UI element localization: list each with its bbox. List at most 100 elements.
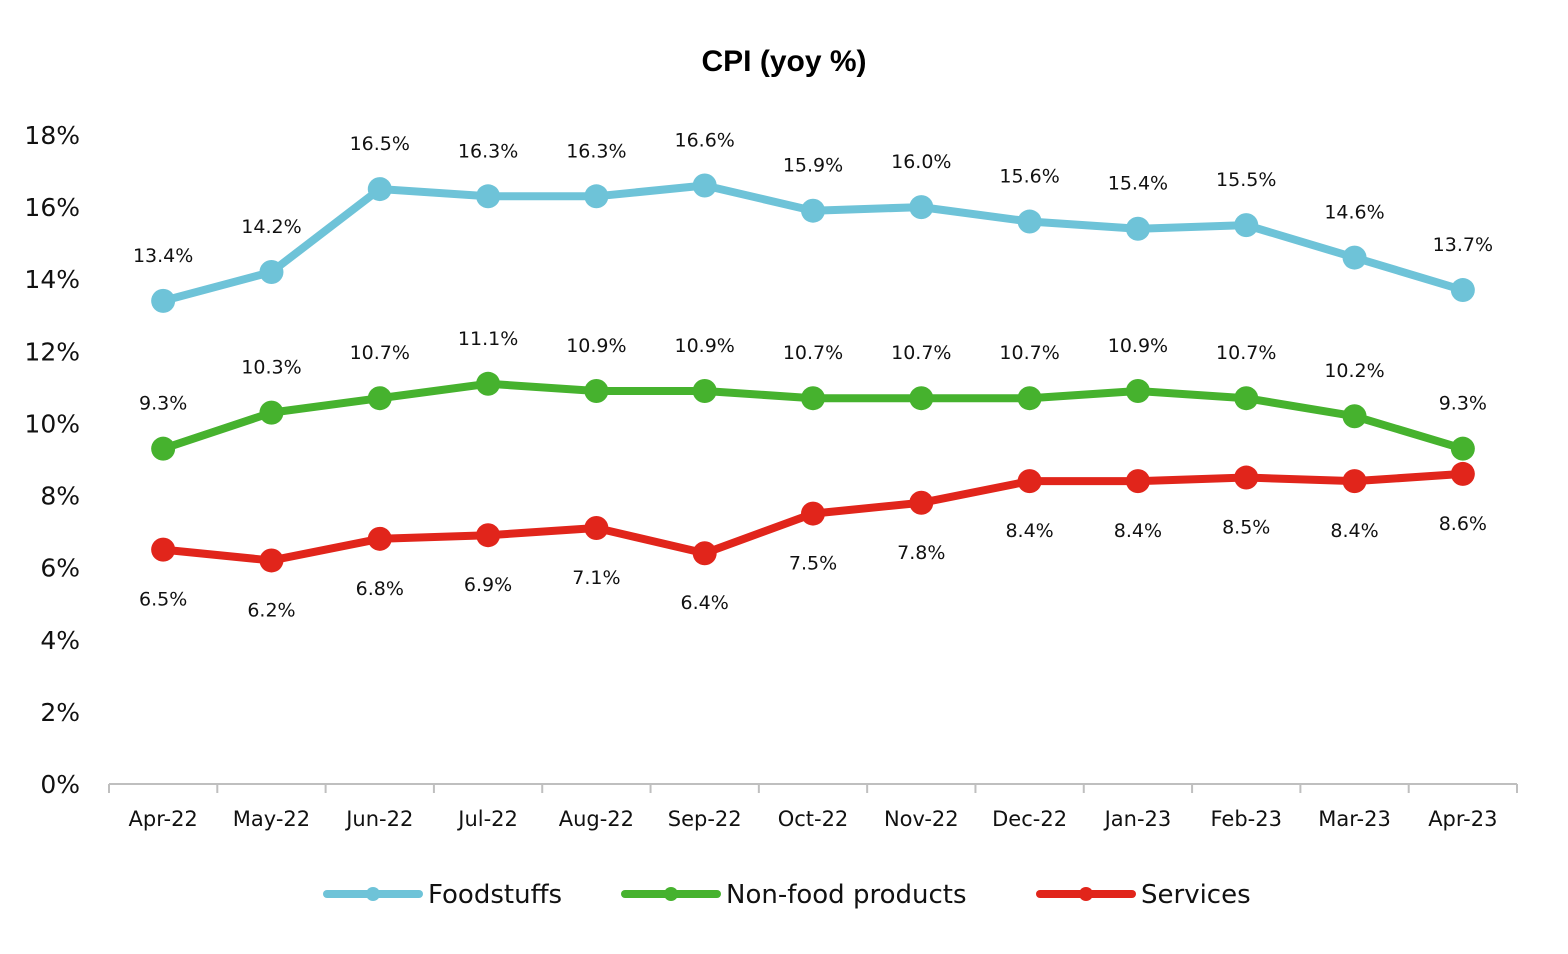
foodstuffs-point bbox=[476, 184, 501, 209]
non-food-products-data-label: 10.3% bbox=[241, 357, 301, 379]
data-label-layer: 13.4% 14.2% 16.5% 16.3% 16.3% 16.6% 15.9% 16.0%… bbox=[133, 129, 1493, 621]
non-food-products-point bbox=[909, 386, 934, 411]
foodstuffs-data-label: 15.5% bbox=[1216, 169, 1276, 191]
x-tick-label: Feb-23 bbox=[1210, 807, 1281, 831]
non-food-products-data-label: 10.9% bbox=[1108, 335, 1168, 357]
foodstuffs-data-label: 14.6% bbox=[1324, 202, 1384, 224]
non-food-products-data-label: 9.3% bbox=[139, 393, 187, 415]
foodstuffs-point bbox=[909, 195, 934, 220]
services-point bbox=[1017, 469, 1042, 494]
legend-label: Services bbox=[1141, 880, 1251, 910]
foodstuffs-data-label: 13.4% bbox=[133, 245, 193, 267]
foodstuffs-point bbox=[1017, 209, 1042, 234]
non-food-products-point bbox=[584, 378, 609, 403]
y-tick-label: 0% bbox=[40, 770, 80, 799]
non-food-products-data-label: 10.7% bbox=[999, 342, 1059, 364]
x-tick-label: May-22 bbox=[233, 807, 310, 831]
legend-label: Non-food products bbox=[726, 880, 967, 910]
foodstuffs-data-label: 16.5% bbox=[350, 133, 410, 155]
services-point bbox=[1450, 461, 1475, 486]
services-data-label: 6.4% bbox=[681, 592, 729, 614]
services-data-label: 8.4% bbox=[1005, 520, 1053, 542]
foodstuffs-data-label: 16.0% bbox=[891, 151, 951, 173]
services-data-label: 8.4% bbox=[1114, 520, 1162, 542]
y-tick-label: 6% bbox=[40, 554, 80, 583]
foodstuffs-data-label: 16.3% bbox=[566, 140, 626, 162]
foodstuffs-point bbox=[1125, 216, 1150, 241]
legend-swatch-marker bbox=[664, 887, 678, 901]
y-tick-label: 2% bbox=[40, 698, 80, 727]
y-tick-label: 4% bbox=[40, 626, 80, 655]
foodstuffs-point bbox=[1342, 245, 1367, 270]
chart-title: CPI (yoy %) bbox=[701, 45, 866, 78]
non-food-products-point bbox=[692, 378, 717, 403]
foodstuffs-data-label: 15.9% bbox=[783, 155, 843, 177]
foodstuffs-point bbox=[367, 177, 392, 202]
non-food-products-data-label: 11.1% bbox=[458, 328, 518, 350]
x-axis: Apr-22 May-22 Jun-22 Jul-22 Aug-22 Sep-22 Oct-… bbox=[108, 783, 1518, 831]
foodstuffs-point bbox=[1234, 213, 1259, 238]
services-point bbox=[909, 490, 934, 515]
services-data-label: 8.6% bbox=[1439, 513, 1487, 535]
x-tick-label: Apr-23 bbox=[1428, 807, 1497, 831]
x-tick-label: Dec-22 bbox=[992, 807, 1067, 831]
non-food-products-point bbox=[1234, 386, 1259, 411]
non-food-products-data-label: 10.7% bbox=[783, 342, 843, 364]
legend: Foodstuffs Non-food products Services bbox=[323, 880, 1251, 910]
foodstuffs-data-label: 13.7% bbox=[1433, 234, 1493, 256]
non-food-products-data-label: 10.7% bbox=[350, 342, 410, 364]
services-data-label: 7.8% bbox=[897, 542, 945, 564]
services-data-label: 8.4% bbox=[1330, 520, 1378, 542]
non-food-products-point bbox=[1342, 404, 1367, 429]
x-tick-label: Jan-23 bbox=[1103, 807, 1172, 831]
legend-label: Foodstuffs bbox=[428, 880, 562, 910]
services-point bbox=[1125, 469, 1150, 494]
non-food-products-data-label: 10.9% bbox=[675, 335, 735, 357]
legend-swatch-marker bbox=[1079, 887, 1093, 901]
series-layer bbox=[151, 173, 1475, 573]
x-tick-label: Sep-22 bbox=[668, 807, 742, 831]
non-food-products-point bbox=[476, 371, 501, 396]
legend-item-services: Services bbox=[1036, 880, 1251, 910]
services-point bbox=[476, 523, 501, 548]
x-tick-label: Jun-22 bbox=[344, 807, 413, 831]
services-point bbox=[584, 516, 609, 541]
non-food-products-data-label: 10.2% bbox=[1324, 360, 1384, 382]
services-point bbox=[1234, 465, 1259, 490]
services-point bbox=[1342, 469, 1367, 494]
x-tick-label: Oct-22 bbox=[778, 807, 849, 831]
non-food-products-point bbox=[367, 386, 392, 411]
services-point bbox=[151, 537, 176, 562]
services-data-label: 8.5% bbox=[1222, 517, 1270, 539]
foodstuffs-point bbox=[259, 260, 284, 285]
x-tick-label: Aug-22 bbox=[559, 807, 634, 831]
foodstuffs-data-label: 14.2% bbox=[241, 216, 301, 238]
services-point bbox=[259, 548, 284, 573]
non-food-products-point bbox=[1125, 378, 1150, 403]
foodstuffs-data-label: 16.6% bbox=[675, 129, 735, 151]
legend-item-foodstuffs: Foodstuffs bbox=[323, 880, 562, 910]
y-tick-label: 12% bbox=[24, 337, 80, 366]
foodstuffs-point bbox=[1450, 278, 1475, 303]
foodstuffs-data-label: 15.4% bbox=[1108, 173, 1168, 195]
services-data-label: 6.8% bbox=[356, 578, 404, 600]
x-tick-label: Apr-22 bbox=[129, 807, 198, 831]
y-tick-label: 18% bbox=[24, 121, 80, 150]
non-food-products-data-label: 10.7% bbox=[891, 342, 951, 364]
foodstuffs-data-label: 15.6% bbox=[999, 166, 1059, 188]
foodstuffs-point bbox=[692, 173, 717, 198]
non-food-products-data-label: 10.9% bbox=[566, 335, 626, 357]
legend-item-non-food-products: Non-food products bbox=[621, 880, 967, 910]
non-food-products-point bbox=[151, 436, 176, 461]
foodstuffs-point bbox=[584, 184, 609, 209]
non-food-products-data-label: 9.3% bbox=[1439, 393, 1487, 415]
services-data-label: 6.2% bbox=[247, 599, 295, 621]
services-point bbox=[692, 541, 717, 566]
non-food-products-data-label: 10.7% bbox=[1216, 342, 1276, 364]
services-point bbox=[367, 526, 392, 551]
y-tick-label: 8% bbox=[40, 482, 80, 511]
y-axis: 0% 2% 4% 6% 8% 10% 12% 14% 16% 18% bbox=[24, 121, 80, 799]
foodstuffs-data-label: 16.3% bbox=[458, 140, 518, 162]
x-tick-label: Jul-22 bbox=[456, 807, 518, 831]
